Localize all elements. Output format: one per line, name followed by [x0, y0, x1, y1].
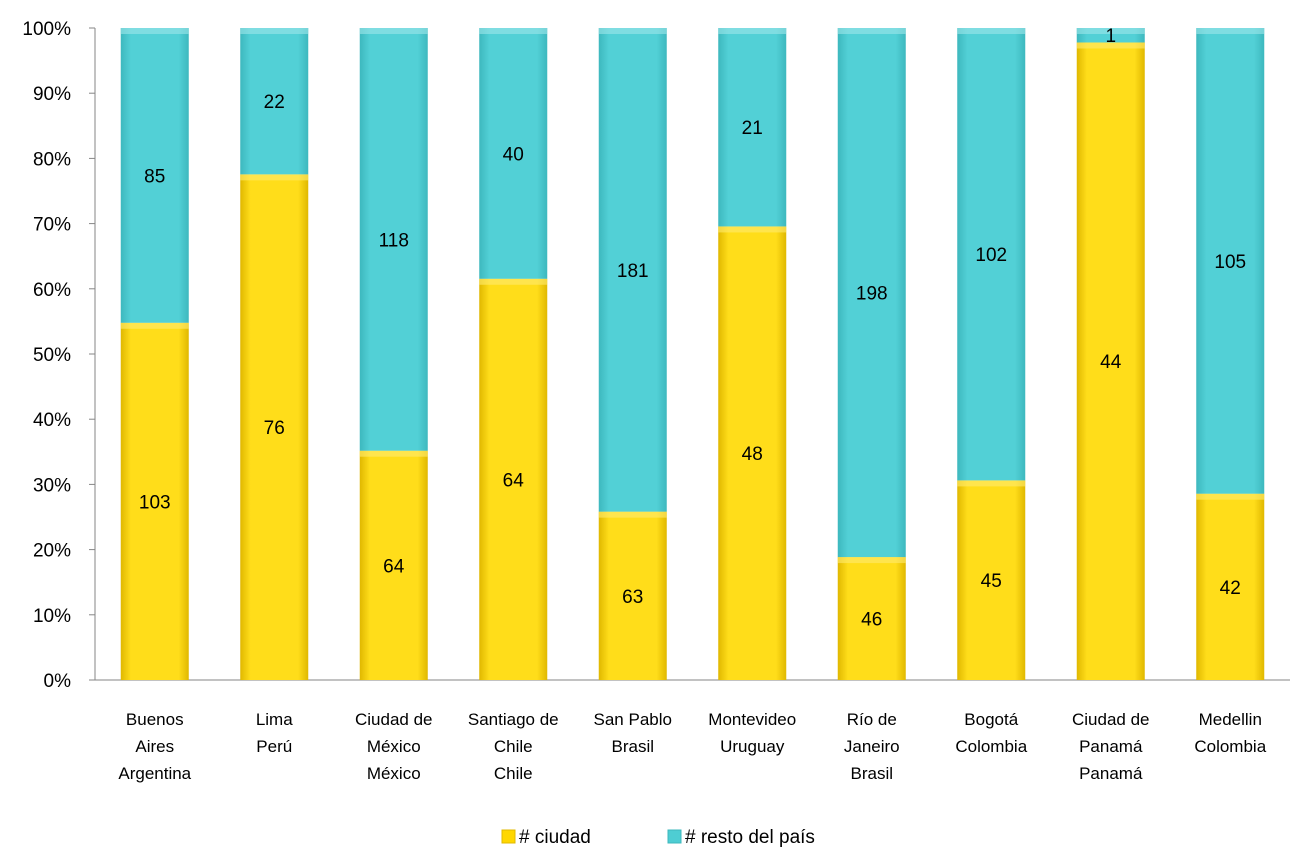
x-category-line: Lima: [256, 710, 293, 729]
x-category-line: Perú: [256, 737, 292, 756]
bar-highlight: [838, 557, 906, 563]
bar-highlight: [121, 28, 189, 34]
x-category-line: Medellin: [1199, 710, 1262, 729]
bar-highlight: [718, 226, 786, 232]
legend-swatch: [668, 830, 681, 843]
x-category-label: Bogotá Colombia: [955, 710, 1027, 756]
y-tick-label: 90%: [33, 84, 71, 105]
x-category-line: Santiago de: [468, 710, 559, 729]
data-label: 40: [503, 144, 524, 165]
bar-highlight: [360, 28, 428, 34]
data-label: 48: [742, 444, 763, 465]
y-tick-label: 20%: [33, 541, 71, 562]
legend-label: # ciudad: [519, 827, 591, 848]
x-category-label: Buenos Aires Argentina: [118, 710, 191, 783]
y-tick-label: 70%: [33, 215, 71, 236]
bars: [121, 28, 1265, 680]
bar-highlight: [240, 28, 308, 34]
legend-swatch: [502, 830, 515, 843]
data-label: 44: [1100, 352, 1122, 373]
data-label: 45: [981, 571, 1002, 592]
y-tick-label: 60%: [33, 280, 71, 301]
bar-highlight: [479, 28, 547, 34]
y-tick-label: 10%: [33, 606, 71, 627]
x-category-line: México: [367, 764, 421, 783]
data-label: 105: [1214, 252, 1246, 273]
x-category-label: Montevideo Uruguay: [708, 710, 796, 756]
x-category-line: Uruguay: [720, 737, 785, 756]
data-label: 85: [144, 166, 165, 187]
data-label: 103: [139, 492, 171, 513]
x-category-line: Argentina: [118, 764, 191, 783]
data-label: 198: [856, 284, 888, 305]
x-category-line: San Pablo: [594, 710, 672, 729]
bar-highlight: [121, 323, 189, 329]
x-category-line: Chile: [494, 737, 533, 756]
data-label: 42: [1220, 578, 1241, 599]
bar-highlight: [1196, 28, 1264, 34]
legend-label: # resto del país: [685, 827, 815, 848]
x-category-line: Chile: [494, 764, 533, 783]
x-category-line: México: [367, 737, 421, 756]
data-label: 64: [503, 470, 525, 491]
x-category-line: Bogotá: [964, 710, 1018, 729]
bar-highlight: [479, 279, 547, 285]
data-label: 1: [1105, 26, 1116, 47]
y-tick-label: 30%: [33, 475, 71, 496]
x-category-label: Ciudad de México México: [355, 710, 433, 783]
bar-highlight: [718, 28, 786, 34]
data-label: 21: [742, 118, 763, 139]
x-category-label: Lima Perú: [256, 710, 293, 756]
x-category-line: Buenos: [126, 710, 184, 729]
data-label: 63: [622, 587, 643, 608]
x-category-label: San Pablo Brasil: [594, 710, 672, 756]
x-category-line: Río de: [847, 710, 897, 729]
x-category-line: Panamá: [1079, 737, 1143, 756]
x-category-line: Colombia: [955, 737, 1027, 756]
data-label: 64: [383, 556, 405, 577]
data-label: 46: [861, 610, 882, 631]
x-category-label: Medellin Colombia: [1194, 710, 1266, 756]
y-tick-label: 40%: [33, 410, 71, 431]
bar-highlight: [240, 174, 308, 180]
x-category-label: Santiago de Chile Chile: [468, 710, 559, 783]
data-label: 181: [617, 261, 649, 282]
y-tick-label: 0%: [44, 671, 72, 692]
bar-highlight: [599, 512, 667, 518]
data-label: 118: [379, 230, 409, 251]
bar-highlight: [1196, 494, 1264, 500]
y-tick-label: 50%: [33, 345, 71, 366]
x-category-line: Brasil: [611, 737, 654, 756]
y-tick-label: 80%: [33, 149, 71, 170]
data-label: 102: [975, 245, 1007, 266]
data-label: 76: [264, 418, 285, 439]
bar-highlight: [360, 451, 428, 457]
x-category-label: Ciudad de Panamá Panamá: [1072, 710, 1150, 783]
x-category-label: Río de Janeiro Brasil: [844, 710, 900, 783]
x-category-line: Colombia: [1194, 737, 1266, 756]
data-label: 22: [264, 92, 285, 113]
legend: # ciudad # resto del país: [502, 827, 815, 848]
x-category-line: Janeiro: [844, 737, 900, 756]
x-category-line: Ciudad de: [355, 710, 433, 729]
x-axis-labels: Buenos Aires Argentina Lima Perú Ciudad de Méx…: [118, 710, 1266, 783]
x-category-line: Montevideo: [708, 710, 796, 729]
bar-highlight: [957, 480, 1025, 486]
bar-highlight: [599, 28, 667, 34]
x-category-line: Aires: [135, 737, 174, 756]
y-tick-label: 100%: [22, 19, 71, 40]
bar-highlight: [957, 28, 1025, 34]
bar-highlight: [838, 28, 906, 34]
x-category-line: Ciudad de: [1072, 710, 1150, 729]
x-category-line: Panamá: [1079, 764, 1143, 783]
x-category-line: Brasil: [850, 764, 893, 783]
